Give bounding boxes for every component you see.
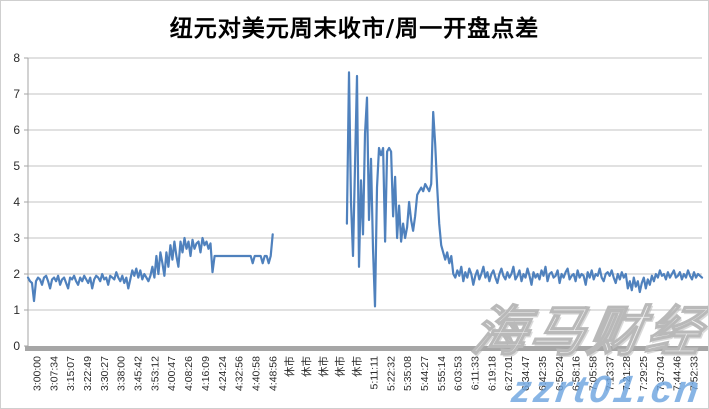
x-tick-label: 4:32:56	[234, 356, 246, 391]
x-tick-label: 6:11:33	[470, 356, 482, 390]
x-tick-label: 7:52:33	[689, 356, 701, 391]
x-tick-label: 7:05:58	[587, 356, 599, 391]
x-tick-label: 5:35:08	[402, 356, 414, 391]
y-tick-label: 3	[13, 231, 20, 245]
chart-title: 纽元对美元周末收市/周一开盘点差	[169, 16, 540, 42]
x-tick-label: 3:22:49	[82, 356, 94, 391]
x-tick-label-closed-market: 休市	[317, 356, 330, 377]
x-tick-label: 3:30:27	[99, 356, 111, 391]
y-tick-label: 2	[13, 267, 20, 281]
x-tick-label-closed-market: 休市	[300, 356, 313, 377]
x-tick-label: 6:58:16	[571, 356, 583, 391]
x-tick-label: 7:21:28	[621, 356, 633, 391]
x-tick-label: 3:07:34	[48, 356, 60, 391]
x-tick-label: 7:44:46	[672, 356, 684, 391]
x-tick-label: 4:00:47	[166, 356, 178, 391]
x-tick-label: 6:03:53	[453, 356, 465, 391]
x-tick-label: 7:29:25	[638, 356, 650, 391]
y-tick-label: 6	[13, 123, 20, 137]
x-tick-label: 7:13:37	[604, 356, 616, 391]
x-axis-line	[25, 346, 708, 351]
y-tick-label: 0	[13, 339, 20, 353]
spread-series-line	[26, 71, 704, 308]
x-tick-label: 4:40:58	[250, 356, 262, 391]
x-tick-label: 3:45:42	[133, 356, 145, 391]
x-tick-label: 3:38:00	[116, 356, 128, 391]
x-tick-label: 7:37:04	[655, 356, 667, 391]
x-tick-label: 5:22:32	[385, 356, 397, 391]
x-tick-label-closed-market: 休市	[334, 356, 347, 377]
x-tick-label: 6:50:24	[554, 356, 566, 391]
x-tick-label-closed-market: 休市	[351, 356, 364, 377]
x-tick-label: 4:16:09	[200, 356, 212, 391]
x-tick-label: 3:53:12	[149, 356, 161, 391]
y-tick-label: 5	[13, 159, 20, 173]
x-tick-label: 5:55:14	[436, 356, 448, 391]
y-tick-label: 4	[13, 195, 20, 209]
x-tick-label: 5:11:11	[368, 356, 380, 390]
x-tick-label: 5:44:27	[419, 356, 431, 391]
x-tick-label: 3:00:00	[31, 356, 43, 391]
y-tick-label: 8	[13, 51, 20, 65]
y-tick-label: 7	[13, 87, 20, 101]
x-tick-label: 3:15:07	[65, 356, 77, 391]
x-tick-label: 6:19:18	[486, 356, 498, 391]
x-tick-label-closed-market: 休市	[283, 356, 296, 377]
x-tick-label: 4:08:26	[183, 356, 195, 391]
x-tick-label: 6:27:01	[503, 356, 515, 391]
x-tick-label: 6:42:35	[537, 356, 549, 391]
x-tick-label: 6:34:47	[520, 356, 532, 391]
y-tick-label: 1	[13, 303, 20, 317]
x-tick-label: 4:48:56	[267, 356, 279, 391]
x-tick-label: 4:24:24	[217, 356, 229, 391]
